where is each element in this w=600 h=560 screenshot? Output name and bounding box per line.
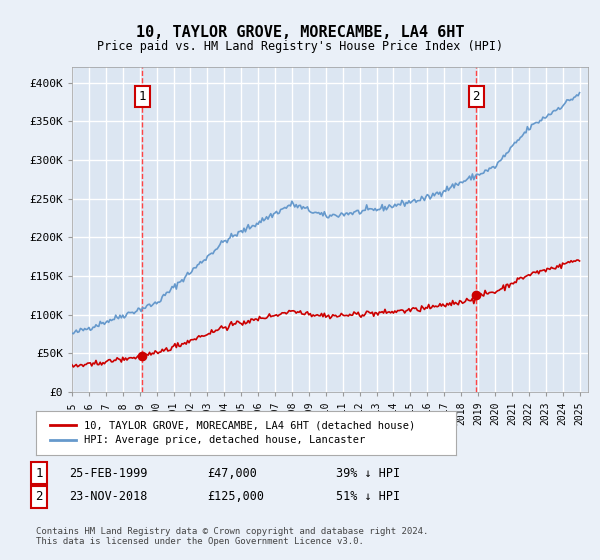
Text: 23-NOV-2018: 23-NOV-2018 — [69, 490, 148, 503]
Legend: 10, TAYLOR GROVE, MORECAMBE, LA4 6HT (detached house), HPI: Average price, detac: 10, TAYLOR GROVE, MORECAMBE, LA4 6HT (de… — [46, 416, 419, 450]
Text: 25-FEB-1999: 25-FEB-1999 — [69, 466, 148, 480]
Text: £47,000: £47,000 — [207, 466, 257, 480]
Text: 1: 1 — [139, 90, 146, 103]
Text: Price paid vs. HM Land Registry's House Price Index (HPI): Price paid vs. HM Land Registry's House … — [97, 40, 503, 53]
Text: 10, TAYLOR GROVE, MORECAMBE, LA4 6HT: 10, TAYLOR GROVE, MORECAMBE, LA4 6HT — [136, 25, 464, 40]
Text: £125,000: £125,000 — [207, 490, 264, 503]
Text: 51% ↓ HPI: 51% ↓ HPI — [336, 490, 400, 503]
Text: 2: 2 — [35, 490, 43, 503]
Text: 1: 1 — [35, 466, 43, 480]
Text: 2: 2 — [473, 90, 480, 103]
Text: 39% ↓ HPI: 39% ↓ HPI — [336, 466, 400, 480]
Text: Contains HM Land Registry data © Crown copyright and database right 2024.
This d: Contains HM Land Registry data © Crown c… — [36, 526, 428, 546]
